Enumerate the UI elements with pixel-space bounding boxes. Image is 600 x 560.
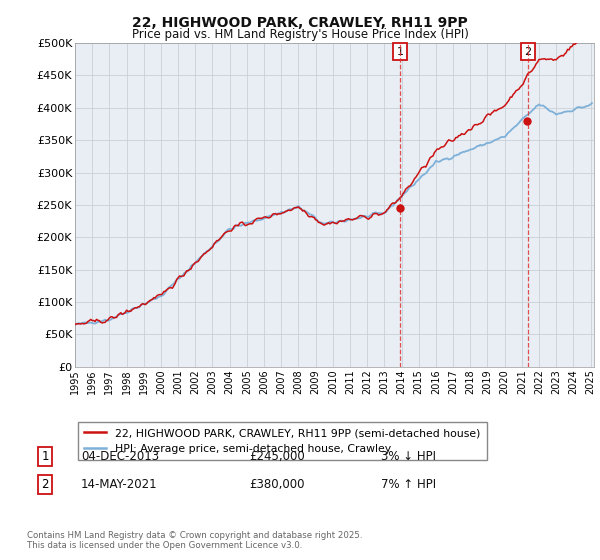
Text: 04-DEC-2013: 04-DEC-2013 xyxy=(81,450,159,463)
Text: 14-MAY-2021: 14-MAY-2021 xyxy=(81,478,158,491)
Text: 3% ↓ HPI: 3% ↓ HPI xyxy=(381,450,436,463)
Text: £245,000: £245,000 xyxy=(249,450,305,463)
Text: Contains HM Land Registry data © Crown copyright and database right 2025.
This d: Contains HM Land Registry data © Crown c… xyxy=(27,530,362,550)
Text: 1: 1 xyxy=(397,46,404,57)
Text: £380,000: £380,000 xyxy=(249,478,305,491)
Text: 1: 1 xyxy=(41,450,49,463)
Text: Price paid vs. HM Land Registry's House Price Index (HPI): Price paid vs. HM Land Registry's House … xyxy=(131,28,469,41)
Text: 7% ↑ HPI: 7% ↑ HPI xyxy=(381,478,436,491)
Text: 2: 2 xyxy=(524,46,532,57)
Text: 2: 2 xyxy=(41,478,49,491)
Legend: 22, HIGHWOOD PARK, CRAWLEY, RH11 9PP (semi-detached house), HPI: Average price, : 22, HIGHWOOD PARK, CRAWLEY, RH11 9PP (se… xyxy=(78,422,487,460)
Text: 22, HIGHWOOD PARK, CRAWLEY, RH11 9PP: 22, HIGHWOOD PARK, CRAWLEY, RH11 9PP xyxy=(132,16,468,30)
